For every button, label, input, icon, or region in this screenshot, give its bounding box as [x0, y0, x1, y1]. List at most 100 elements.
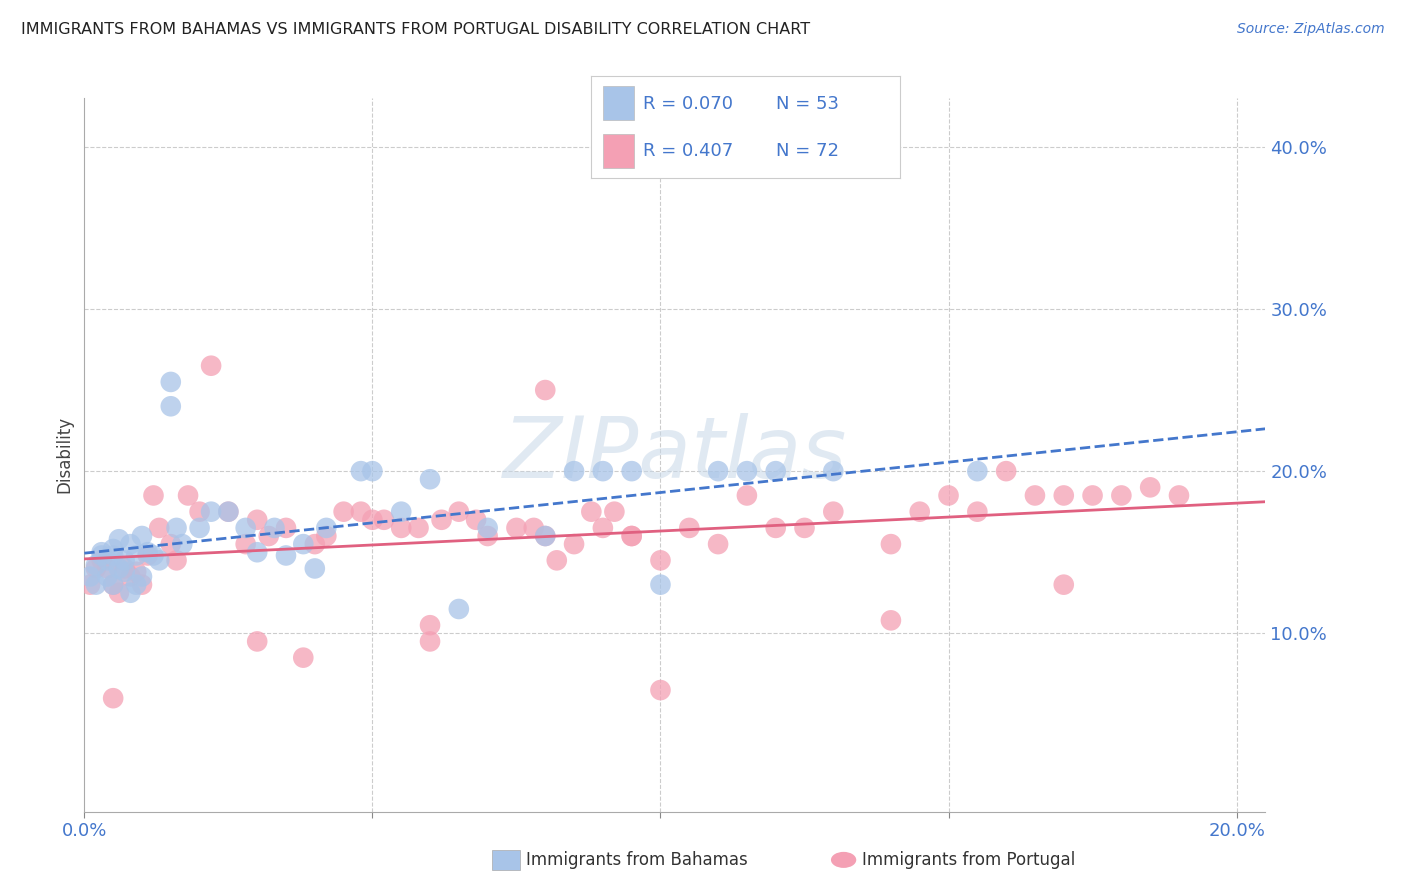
Text: R = 0.070: R = 0.070	[643, 95, 733, 112]
Point	[562, 464, 585, 478]
Point	[148, 553, 170, 567]
Point	[263, 521, 285, 535]
Point	[735, 464, 758, 478]
Point	[131, 577, 153, 591]
Point	[101, 577, 124, 591]
Point	[292, 650, 315, 665]
Point	[620, 464, 643, 478]
Point	[546, 553, 568, 567]
Point	[217, 505, 239, 519]
Point	[159, 375, 181, 389]
Point	[90, 545, 112, 559]
Text: IMMIGRANTS FROM BAHAMAS VS IMMIGRANTS FROM PORTUGAL DISABILITY CORRELATION CHART: IMMIGRANTS FROM BAHAMAS VS IMMIGRANTS FR…	[21, 22, 810, 37]
Point	[1053, 577, 1076, 591]
Point	[136, 545, 159, 559]
Point	[477, 529, 499, 543]
Point	[707, 537, 730, 551]
Point	[823, 505, 845, 519]
Point	[315, 529, 337, 543]
Point	[172, 537, 194, 551]
Point	[304, 537, 326, 551]
Point	[361, 464, 384, 478]
Point	[166, 553, 188, 567]
Text: N = 53: N = 53	[776, 95, 839, 112]
Point	[505, 521, 527, 535]
Point	[200, 359, 222, 373]
Point	[581, 505, 603, 519]
Point	[101, 691, 124, 706]
Point	[430, 513, 453, 527]
Point	[1168, 488, 1191, 502]
Point	[84, 558, 107, 573]
Point	[101, 549, 124, 563]
Point	[447, 505, 470, 519]
Point	[408, 521, 430, 535]
Point	[534, 529, 557, 543]
Point	[1081, 488, 1104, 502]
Point	[523, 521, 546, 535]
Point	[938, 488, 960, 502]
Point	[361, 513, 384, 527]
Bar	[603, 87, 634, 120]
Point	[389, 521, 412, 535]
Point	[332, 505, 354, 519]
Point	[678, 521, 700, 535]
Point	[177, 488, 200, 502]
Point	[765, 464, 787, 478]
Point	[114, 565, 136, 579]
Point	[120, 586, 142, 600]
Point	[90, 549, 112, 563]
Point	[90, 553, 112, 567]
Point	[477, 521, 499, 535]
Point	[603, 505, 626, 519]
Point	[419, 634, 441, 648]
Point	[166, 521, 188, 535]
Point	[419, 472, 441, 486]
Point	[966, 505, 988, 519]
Point	[350, 464, 373, 478]
Point	[159, 537, 181, 551]
Point	[966, 464, 988, 478]
Point	[114, 553, 136, 567]
Point	[880, 613, 903, 627]
Point	[108, 586, 131, 600]
Y-axis label: Disability: Disability	[55, 417, 73, 493]
Point	[84, 577, 107, 591]
Point	[1024, 488, 1046, 502]
Point	[1139, 480, 1161, 494]
Point	[96, 553, 118, 567]
Point	[465, 513, 488, 527]
Point	[235, 537, 257, 551]
Point	[142, 488, 165, 502]
Point	[765, 521, 787, 535]
Point	[304, 561, 326, 575]
Point	[908, 505, 931, 519]
Point	[534, 383, 557, 397]
Text: Source: ZipAtlas.com: Source: ZipAtlas.com	[1237, 22, 1385, 37]
Point	[131, 569, 153, 583]
Point	[79, 569, 101, 583]
Point	[274, 549, 297, 563]
Point	[125, 565, 148, 579]
Point	[257, 529, 280, 543]
Point	[650, 683, 672, 698]
Point	[84, 561, 107, 575]
Point	[79, 577, 101, 591]
Point	[650, 577, 672, 591]
Point	[447, 602, 470, 616]
Point	[880, 537, 903, 551]
Point	[534, 529, 557, 543]
Point	[707, 464, 730, 478]
Point	[274, 521, 297, 535]
Point	[131, 529, 153, 543]
Point	[148, 521, 170, 535]
Point	[995, 464, 1018, 478]
Point	[108, 561, 131, 575]
Point	[188, 505, 211, 519]
Text: ZIPatlas: ZIPatlas	[503, 413, 846, 497]
Point	[120, 537, 142, 551]
Point	[246, 513, 269, 527]
Text: Immigrants from Bahamas: Immigrants from Bahamas	[526, 851, 748, 869]
Point	[315, 521, 337, 535]
Bar	[603, 135, 634, 168]
